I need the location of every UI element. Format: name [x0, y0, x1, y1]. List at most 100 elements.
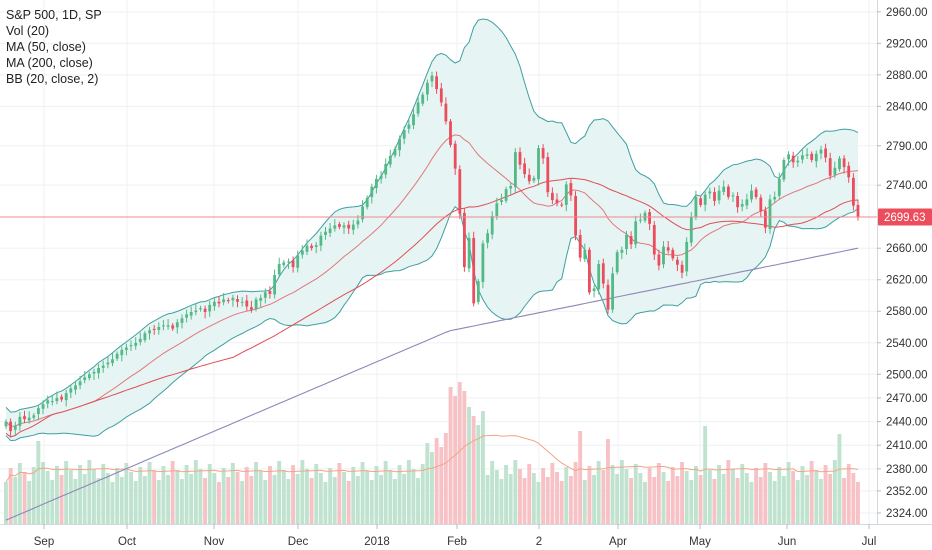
- volume-bar: [249, 476, 254, 524]
- volume-bar: [448, 387, 453, 524]
- volume-bar: [189, 474, 194, 524]
- volume-bar: [476, 425, 481, 524]
- volume-bar: [4, 482, 8, 524]
- candle-body: [606, 284, 610, 310]
- candle-body: [370, 186, 374, 198]
- volume-bar: [568, 476, 573, 524]
- candle-body: [268, 291, 272, 294]
- volume-bar: [78, 465, 82, 524]
- volume-bar: [175, 470, 180, 524]
- volume-bar: [846, 464, 851, 524]
- volume-bar: [531, 473, 536, 524]
- price-axis[interactable]: 2960.00 2920.00 2880.00 2840.00 2790.00 2740.…: [877, 7, 928, 520]
- candle-body: [787, 154, 790, 160]
- candle-body: [555, 199, 559, 204]
- candle-body: [148, 330, 151, 334]
- volume-bar: [680, 462, 684, 524]
- candle-body: [106, 362, 110, 365]
- price-tick-label: 2620.00: [886, 275, 928, 287]
- volume-bar: [712, 479, 717, 524]
- price-tick-label: 2380.00: [886, 464, 928, 476]
- legend-bollinger[interactable]: BB (20, close, 2): [6, 72, 99, 86]
- volume-bar: [768, 472, 772, 524]
- candle-body: [666, 247, 670, 251]
- candle-body: [750, 190, 753, 200]
- volume-bar: [555, 472, 559, 524]
- candle-body: [46, 400, 50, 404]
- volume-bar: [837, 434, 842, 524]
- volume-bar: [420, 464, 425, 524]
- volume-bar: [805, 475, 809, 524]
- candle-body: [495, 203, 499, 216]
- legend-symbol[interactable]: S&P 500, 1D, SP: [6, 8, 102, 22]
- candle-body: [490, 215, 494, 235]
- volume-bar: [397, 465, 402, 524]
- volume-bar: [481, 411, 485, 524]
- candle-body: [402, 130, 406, 139]
- candle-body: [347, 224, 351, 229]
- candle-body: [356, 220, 360, 225]
- volume-bar: [240, 481, 245, 524]
- candle-body: [810, 153, 814, 160]
- candle-body: [351, 224, 355, 230]
- volume-bar: [355, 476, 360, 524]
- volume-bar: [212, 473, 217, 524]
- volume-bar: [772, 481, 777, 524]
- candle-body: [509, 186, 513, 189]
- candle-body: [662, 246, 665, 265]
- candle-body: [379, 175, 383, 179]
- candle-body: [32, 415, 36, 418]
- candle-body: [74, 385, 77, 390]
- volume-bar: [717, 465, 721, 524]
- volume-bar: [346, 481, 351, 524]
- candle-body: [18, 416, 22, 427]
- ma50-line: [5, 177, 859, 438]
- volume-bar: [513, 460, 518, 524]
- candle-body: [527, 174, 531, 182]
- candle-body: [250, 307, 253, 310]
- candle-body: [194, 310, 198, 313]
- candle-body: [291, 260, 295, 268]
- volume-bar: [142, 476, 147, 524]
- volume-bar: [217, 482, 221, 524]
- volume-histogram: [4, 382, 860, 524]
- volume-bar: [508, 474, 513, 524]
- bollinger-band-fill: [6, 19, 858, 441]
- volume-bar: [689, 480, 694, 524]
- time-axis[interactable]: Sep Oct Nov Dec 2018 Feb 2 Apr May Jun Jul: [34, 524, 877, 548]
- price-tick-label: 2960.00: [886, 7, 928, 19]
- candle-body: [435, 76, 438, 90]
- legend-ma50[interactable]: MA (50, close): [6, 40, 86, 54]
- candle-body: [648, 212, 651, 224]
- candle-body: [282, 262, 286, 266]
- volume-bar: [819, 479, 823, 524]
- volume-bar: [786, 462, 791, 524]
- volume-bar: [170, 461, 175, 524]
- volume-bar: [578, 431, 583, 524]
- candle-body: [634, 221, 638, 245]
- last-price-tag: 2699.63: [878, 208, 932, 226]
- volume-bar: [624, 469, 629, 524]
- volume-bar: [726, 460, 731, 524]
- volume-bar: [684, 471, 689, 524]
- price-tick-label: 2324.00: [886, 508, 928, 520]
- candle-body: [611, 273, 614, 310]
- candle-body: [583, 249, 587, 259]
- legend-ma200[interactable]: MA (200, close): [6, 56, 93, 70]
- candle-body: [759, 197, 763, 212]
- legend-volume[interactable]: Vol (20): [6, 24, 50, 38]
- candle-body: [97, 368, 100, 374]
- candle-body: [115, 353, 119, 359]
- candle-body: [254, 299, 258, 309]
- candle-body: [731, 195, 735, 197]
- time-tick-label: Apr: [609, 536, 627, 548]
- candle-body: [453, 143, 457, 169]
- candle-body: [296, 255, 300, 268]
- volume-bar: [82, 474, 87, 524]
- volume-bar: [300, 460, 305, 524]
- candle-body: [310, 245, 313, 249]
- volume-bar: [754, 468, 759, 524]
- volume-bar: [226, 477, 231, 524]
- candle-body: [338, 224, 341, 227]
